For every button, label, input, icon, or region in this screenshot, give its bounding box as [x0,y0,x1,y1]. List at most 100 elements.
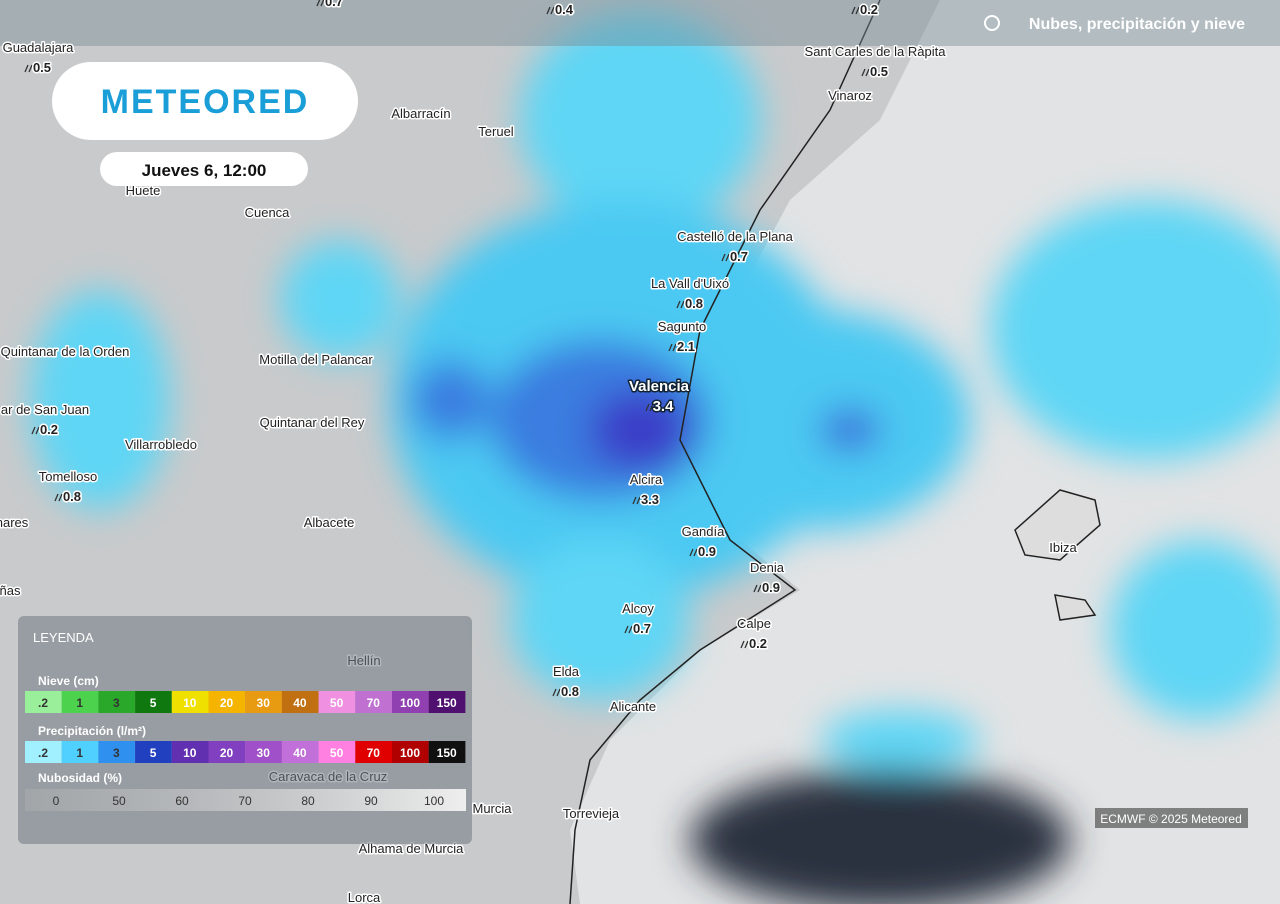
place-name: Sant Carles de la Ràpita [805,44,947,59]
place-name: Vinaroz [828,88,872,103]
place-name: La Vall d'Uixó [651,276,729,291]
cloud-bar [25,789,466,811]
swatch [245,691,282,713]
cloud-title: Nubosidad (%) [38,771,122,785]
place-name: Guadalajara [3,40,75,55]
scale-label: 100 [400,746,420,760]
logo-box [52,62,358,140]
top-bar [0,0,1280,46]
place-name: Villarrobledo [125,437,197,452]
rain-icon [740,640,749,649]
rain-icon [861,68,870,77]
place-value: 0.9 [762,580,780,595]
cloud-label: 80 [301,794,315,808]
cloud-label: 50 [112,794,126,808]
place-value: 3.3 [641,492,659,507]
swatch [135,741,172,763]
place-value: 0.8 [561,684,579,699]
swatch [25,741,62,763]
legend-title: LEYENDA [33,630,94,645]
layer-icon [984,15,1000,31]
place-value: 0.2 [749,636,767,651]
rain-icon [721,253,730,262]
place-name: Gandía [682,524,725,539]
precip-layer [30,10,1280,904]
place-value: 0.5 [33,60,51,75]
place-value: 0.4 [555,2,574,17]
scale-label: 5 [150,746,157,760]
place-value: 0.7 [325,0,343,9]
scale-label: 150 [437,696,457,710]
scale-label: 70 [367,696,381,710]
scale-label: 40 [293,696,307,710]
place-name: Tomelloso [39,469,98,484]
scale-label: 3 [113,746,120,760]
place-value: 0.8 [685,296,703,311]
swatch [25,691,62,713]
rain-icon [676,300,685,309]
place-name: Motilla del Palancar [259,352,373,367]
place-name: Alicante [610,699,656,714]
swatch [98,741,136,763]
islands [1014,489,1101,621]
rain-icon [54,493,63,502]
place-name: nares [0,515,29,530]
place-name: Murcia [472,801,512,816]
place-name: Albarracín [391,106,450,121]
rain-icon [689,548,698,557]
place-name: Quintanar de la Orden [1,344,130,359]
place-value: 0.7 [633,621,651,636]
scale-label: .2 [38,696,48,710]
credit: ECMWF © 2025 Meteored [1100,812,1242,826]
rain-icon [632,496,641,505]
swatch [171,691,209,713]
layer-title: Nubes, precipitación y nieve [1029,16,1245,33]
swatch [98,691,136,713]
legend-scales: .2 1 3 5 10 20 30 40 50 70 100 150 .2 1 3 5 10 20 30 40 50 70… [25,691,466,811]
swatch [318,691,356,713]
cloud-label: 100 [424,794,444,808]
swatch [61,741,99,763]
place-value: 0.7 [730,249,748,264]
swatch [318,741,356,763]
time-box [100,152,308,186]
logo: METEORED [101,83,310,121]
place-name: Alcoy [622,601,654,616]
rain-icon [552,688,561,697]
scale-label: 20 [220,696,234,710]
scale-label: 30 [257,696,271,710]
rain-icon [851,6,860,15]
rain-icon [24,64,33,73]
place-name: Lorca [348,890,381,904]
swatch [392,741,429,763]
place-name: Denia [750,560,785,575]
swatch [281,741,319,763]
place-name: Alcira [630,472,663,487]
place-name: ñas [0,583,21,598]
place-name: Calpe [737,616,771,631]
place-name: Albacete [304,515,355,530]
rain-icon [668,343,677,352]
swatch [208,741,246,763]
place-value: 3.4 [653,398,675,415]
credit-box [1095,808,1248,828]
place-value: 0.8 [63,489,81,504]
swatch [428,691,466,713]
rain-icon [645,403,654,412]
rain-icon [546,6,555,15]
scale-label: 70 [367,746,381,760]
scale-label: 50 [330,746,344,760]
swatch [245,741,282,763]
cloud-label: 0 [53,794,60,808]
place-name: Valencia [629,378,690,395]
scale-label: 10 [183,746,197,760]
cloud-label: 90 [364,794,378,808]
rain-icon [624,625,633,634]
place-value: 2.1 [677,339,695,354]
scale-label: 30 [257,746,271,760]
time: Jueves 6, 12:00 [142,161,267,180]
scale-label: 150 [437,746,457,760]
scale-label: .2 [38,746,48,760]
scale-label: 5 [150,696,157,710]
